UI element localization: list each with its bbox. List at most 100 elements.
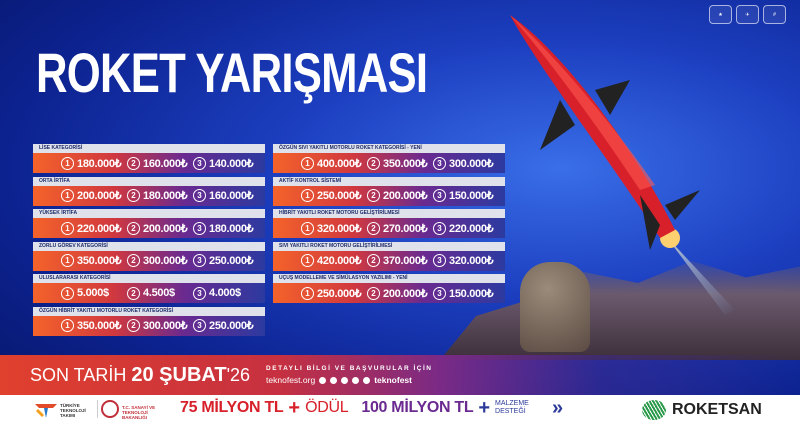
badge-group: ★ ✈ # [709, 5, 786, 24]
prize-rank-3: 3 140.000₺ [193, 156, 259, 170]
prize-rank-1: 1 200.000₺ [61, 189, 127, 202]
prize-category-card: SIVI YAKITLI ROKET MOTORU GELİŞTİRİLMESİ… [273, 241, 505, 271]
prize-rank-2: 2 300.000₺ [127, 319, 193, 332]
instagram-icon[interactable] [341, 376, 349, 384]
nsosyal-icon[interactable] [319, 376, 327, 384]
rank-badge: 1 [301, 156, 314, 170]
prize-row: 1 400.000₺ 2 350.000₺ 3 300.000₺ [273, 153, 505, 173]
rank-badge: 2 [367, 156, 380, 170]
prize-rank-2: 2 200.000₺ [367, 189, 433, 202]
roketsan-logo-icon [642, 400, 666, 420]
prize-amount: 160.000₺ [143, 157, 188, 170]
event-badge-icon: ★ [709, 5, 732, 24]
deadline-year: '26 [226, 364, 251, 385]
prize-amount: 4.500$ [143, 287, 175, 299]
x-icon[interactable] [330, 376, 338, 384]
category-name: AKTİF KONTROL SİSTEMİ [273, 176, 505, 186]
rank-badge: 2 [367, 189, 380, 202]
prize-amount: 300.000₺ [449, 157, 494, 170]
prize-amount: 350.000₺ [77, 255, 122, 267]
category-name: ULUSLARARASI KATEGORİSİ [33, 274, 265, 283]
prize-amount: 150.000₺ [449, 287, 494, 300]
prize-rank-1: 1 180.000₺ [61, 156, 127, 170]
prize-amount: 180.000₺ [209, 222, 254, 235]
prize-rank-2: 2 160.000₺ [127, 156, 193, 170]
prize-rank-1: 1 350.000₺ [61, 319, 127, 332]
prize-category-card: ULUSLARARASI KATEGORİSİ 1 5.000$ 2 4.500$ 3 4.… [33, 274, 265, 303]
prize-rank-1: 1 350.000₺ [61, 254, 127, 267]
prize-amount: 370.000₺ [383, 255, 428, 267]
prize-amount: 200.000₺ [143, 222, 188, 235]
prize-rank-2: 2 270.000₺ [367, 221, 433, 235]
rank-badge: 3 [193, 319, 206, 332]
prize-row: 1 250.000₺ 2 200.000₺ 3 150.000₺ [273, 283, 505, 303]
prize-rank-2: 2 4.500$ [127, 286, 193, 300]
prize-rank-2: 2 300.000₺ [127, 254, 193, 267]
rank-badge: 3 [433, 254, 446, 267]
prize-amount: 220.000₺ [77, 222, 122, 235]
rank-badge: 1 [301, 221, 314, 235]
prize-amount: 4.000$ [209, 287, 241, 299]
rank-badge: 1 [61, 189, 74, 202]
rocket-illustration [510, 15, 735, 315]
social-handle: teknofest [374, 375, 412, 385]
footer [0, 395, 800, 421]
prize-rank-3: 3 320.000₺ [433, 254, 499, 267]
left-category-list: LİSE KATEGORİSİ 1 180.000₺ 2 160.000₺ 3 140.00… [33, 144, 265, 339]
info-box: DETAYLI BİLGİ VE BAŞVURULAR İÇİN teknofe… [266, 365, 432, 385]
facebook-icon[interactable] [352, 376, 360, 384]
plus-icon: + [288, 397, 301, 419]
prize-rank-2: 2 200.000₺ [127, 221, 193, 235]
prize-amount: 300.000₺ [143, 255, 188, 267]
category-name: UÇUŞ MODELLEME VE SİMÜLASYON YAZILIMI - … [273, 274, 505, 283]
rank-badge: 1 [301, 189, 314, 202]
rank-badge: 2 [367, 286, 380, 300]
prize-row: 1 5.000$ 2 4.500$ 3 4.000$ [33, 283, 265, 303]
deadline-date: 20 ŞUBAT [131, 363, 227, 386]
prize-category-card: ZORLU GÖREV KATEGORİSİ 1 350.000₺ 2 300.000₺… [33, 241, 265, 271]
website-link[interactable]: teknofest.org [266, 375, 316, 385]
robot-statue-illustration [520, 262, 590, 352]
event-badge-icon: ✈ [736, 5, 759, 24]
prize-category-card: YÜKSEK İRTİFA 1 220.000₺ 2 200.000₺ 3 180.000₺ [33, 209, 265, 238]
rank-badge: 2 [127, 254, 140, 267]
category-name: YÜKSEK İRTİFA [33, 209, 265, 218]
prize-rank-3: 3 150.000₺ [433, 286, 499, 300]
prize-rank-1: 1 5.000$ [61, 286, 127, 300]
prize-category-card: ORTA İRTİFA 1 200.000₺ 2 180.000₺ 3 160.000₺ [33, 176, 265, 206]
deadline-row: SON TARİH 20 ŞUBAT'26 DETAYLI BİLGİ VE B… [30, 355, 433, 395]
rank-badge: 1 [61, 286, 74, 300]
plus-icon: + [478, 397, 491, 419]
prize-rank-3: 3 220.000₺ [433, 221, 499, 235]
prize-row: 1 420.000₺ 2 370.000₺ 3 320.000₺ [273, 250, 505, 271]
material-support-label: MALZEME DESTEĞİ [495, 400, 529, 415]
deadline-prefix: SON TARİH [30, 364, 132, 385]
prize-rank-1: 1 220.000₺ [61, 221, 127, 235]
prize-row: 1 320.000₺ 2 270.000₺ 3 220.000₺ [273, 218, 505, 238]
prize-row: 1 350.000₺ 2 300.000₺ 3 250.000₺ [33, 315, 265, 336]
material-support-total: 100 MİLYON TL [361, 399, 474, 416]
prize-amount: 200.000₺ [77, 190, 122, 202]
prize-category-card: AKTİF KONTROL SİSTEMİ 1 250.000₺ 2 200.000₺ 3… [273, 176, 505, 206]
prize-amount: 250.000₺ [317, 190, 362, 202]
prize-amount: 270.000₺ [383, 222, 428, 235]
rank-badge: 1 [61, 221, 74, 235]
rank-badge: 2 [127, 319, 140, 332]
prize-amount: 200.000₺ [383, 287, 428, 300]
deadline-band [0, 355, 800, 395]
prize-row: 1 220.000₺ 2 200.000₺ 3 180.000₺ [33, 218, 265, 238]
youtube-icon[interactable] [363, 376, 371, 384]
prize-amount: 350.000₺ [383, 157, 428, 170]
rank-badge: 3 [433, 156, 446, 170]
prize-amount: 250.000₺ [317, 287, 362, 300]
org2-label: T.C. SANAYİ VE TEKNOLOJİ BAKANLIĞI [122, 405, 156, 420]
prize-amount: 200.000₺ [383, 190, 428, 202]
prize-rank-2: 2 370.000₺ [367, 254, 433, 267]
prize-rank-1: 1 400.000₺ [301, 156, 367, 170]
rank-badge: 2 [367, 221, 380, 235]
deadline-text: SON TARİH 20 ŞUBAT'26 [30, 364, 250, 387]
category-name: HİBRİT YAKITLI ROKET MOTORU GELİŞTİRİLME… [273, 209, 505, 218]
category-name: ÖZGÜN SIVI YAKITLI MOTORLU ROKET KATEGOR… [273, 144, 505, 153]
prize-amount: 180.000₺ [143, 190, 188, 202]
prize-amount: 160.000₺ [209, 190, 254, 202]
